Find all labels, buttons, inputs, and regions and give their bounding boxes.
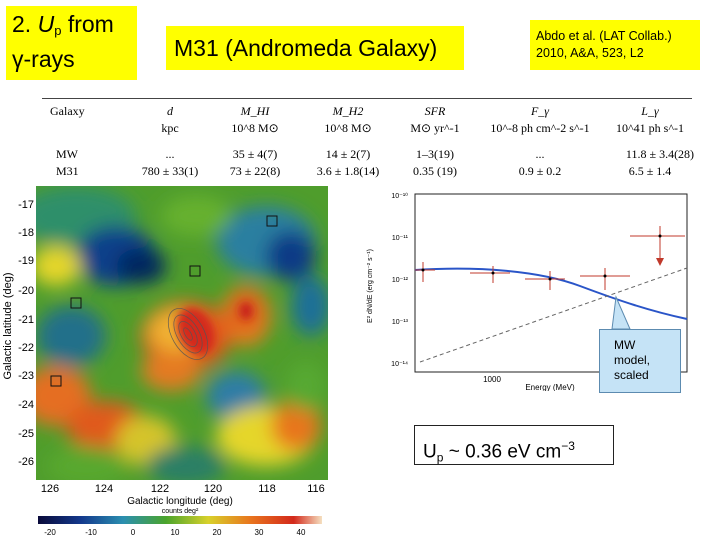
table-header: M_H2: [332, 104, 364, 118]
table-cell: 11.8 ± 3.4(28): [625, 147, 695, 161]
table-cell: 3.6 ± 1.8(14): [316, 164, 380, 178]
table-header: F_γ: [530, 104, 550, 118]
table-header: d: [167, 104, 173, 118]
table-unit: 10^-8 ph cm^-2 s^-1: [490, 121, 590, 135]
table-cell: ...: [165, 147, 175, 161]
table-cell: 780 ± 33(1): [141, 164, 199, 178]
map-x-tick: 126: [41, 483, 59, 495]
map-x-tick: 120: [204, 483, 222, 495]
colorbar-tick: 10: [171, 528, 180, 537]
table-rule: [42, 98, 692, 99]
map-y-label: Galactic latitude (deg): [2, 273, 14, 380]
result-box: Up ~ 0.36 eV cm−3: [414, 425, 614, 465]
table-unit: 10^8 M⊙: [231, 121, 279, 135]
scaled-model-line: [419, 267, 688, 363]
table-unit: 10^8 M⊙: [324, 121, 372, 135]
count-map: [36, 186, 328, 480]
callout-line: MW: [614, 338, 636, 352]
title-sub: p: [54, 23, 62, 38]
table-header: SFR: [424, 104, 446, 118]
galaxy-label-text: M31 (Andromeda Galaxy): [174, 35, 438, 61]
map-x-tick: 124: [95, 483, 113, 495]
table-cell: 0.9 ± 0.2: [518, 164, 562, 178]
table-cell: 14 ± 2(7): [325, 147, 371, 161]
table-cell: 0.35 (19): [413, 164, 457, 178]
reference-line2: 2010, A&A, 523, L2: [536, 46, 644, 60]
result-text: ~ 0.36 eV cm: [443, 441, 562, 463]
spectrum-x-label: Energy (MeV): [525, 383, 575, 391]
reference-line1: Abdo et al. (LAT Collab.): [536, 29, 672, 43]
table-cell: ...: [535, 147, 545, 161]
spectrum-frame: [414, 193, 688, 373]
map-y-tick: -19: [18, 255, 34, 267]
colorbar-label: counts deg²: [162, 508, 199, 515]
spectrum-y-tick: 10⁻¹³: [392, 319, 409, 326]
result-sup: −3: [561, 439, 575, 453]
colorbar-tick: -10: [85, 528, 97, 537]
table-unit: 10^41 ph s^-1: [616, 121, 684, 135]
title-var: U: [37, 11, 55, 37]
map-x-label: Galactic longitude (deg): [127, 496, 233, 507]
table-cell: 73 ± 22(8): [229, 164, 281, 178]
map-y-tick: -25: [18, 428, 34, 440]
slide-title: 2. Up from γ-rays: [6, 6, 137, 80]
spectrum-y-tick: 10⁻¹⁰: [391, 192, 408, 200]
count-map-image: [36, 186, 328, 480]
colorbar-tick: -20: [44, 528, 56, 537]
title-prefix: 2.: [12, 11, 38, 37]
reference-box: Abdo et al. (LAT Collab.) 2010, A&A, 523…: [530, 20, 700, 70]
map-y-tick: -21: [18, 314, 34, 326]
map-y-tick: -18: [18, 227, 34, 239]
mw-model-callout: MW model, scaled: [599, 329, 681, 393]
colorbar-tick: 20: [213, 528, 222, 537]
spectrum-x-tick: 1000: [483, 375, 501, 384]
spectrum-y-tick: 10⁻¹⁴: [391, 361, 408, 368]
table-unit: M⊙ yr^-1: [410, 121, 460, 135]
colorbar-tick: 40: [297, 528, 306, 537]
colorbar-tick: 0: [131, 528, 136, 537]
callout-line: model,: [614, 353, 651, 367]
spectrum-y-tick: 10⁻¹²: [392, 277, 409, 284]
table-cell: MW: [56, 147, 78, 161]
upper-limit-arrow: [656, 258, 664, 266]
table-unit: kpc: [161, 121, 179, 135]
spectrum-y-tick: 10⁻¹¹: [392, 235, 409, 242]
map-y-axis: -17 -18 -19 -20 -21 -22 -23 -24 -25 -26 …: [2, 199, 34, 468]
table-header: L_γ: [641, 104, 659, 118]
map-y-tick: -20: [18, 285, 34, 297]
callout-line: scaled: [614, 368, 649, 382]
colorbar: [38, 516, 322, 524]
model-curve: [414, 267, 688, 320]
map-y-tick: -22: [18, 342, 34, 354]
map-y-tick: -23: [18, 370, 34, 382]
table-cell: 6.5 ± 1.4: [628, 164, 672, 178]
spectrum-y-label: E² dN/dE (erg cm⁻² s⁻¹): [367, 249, 374, 323]
table-header: M_HI: [240, 104, 270, 118]
map-x-tick: 122: [151, 483, 169, 495]
galaxy-label: M31 (Andromeda Galaxy): [166, 26, 464, 70]
table-header: Galaxy: [50, 104, 85, 118]
title-line2: γ-rays: [12, 46, 75, 72]
map-y-tick: -17: [18, 199, 34, 211]
map-x-tick: 118: [258, 483, 276, 495]
table-cell: 1–3(19): [416, 147, 454, 161]
table-cell: M31: [56, 164, 79, 178]
table-cell: 35 ± 4(7): [232, 147, 278, 161]
map-y-tick: -24: [18, 399, 34, 411]
result-var: U: [423, 441, 437, 463]
title-line1-end: from: [61, 11, 114, 37]
map-y-tick: -26: [18, 456, 34, 468]
colorbar-tick: 30: [255, 528, 264, 537]
map-x-tick: 116: [307, 483, 325, 495]
map-x-axis: 126 124 122 120 118 116 Galactic longitu…: [38, 483, 325, 537]
result-sub: p: [436, 450, 444, 465]
